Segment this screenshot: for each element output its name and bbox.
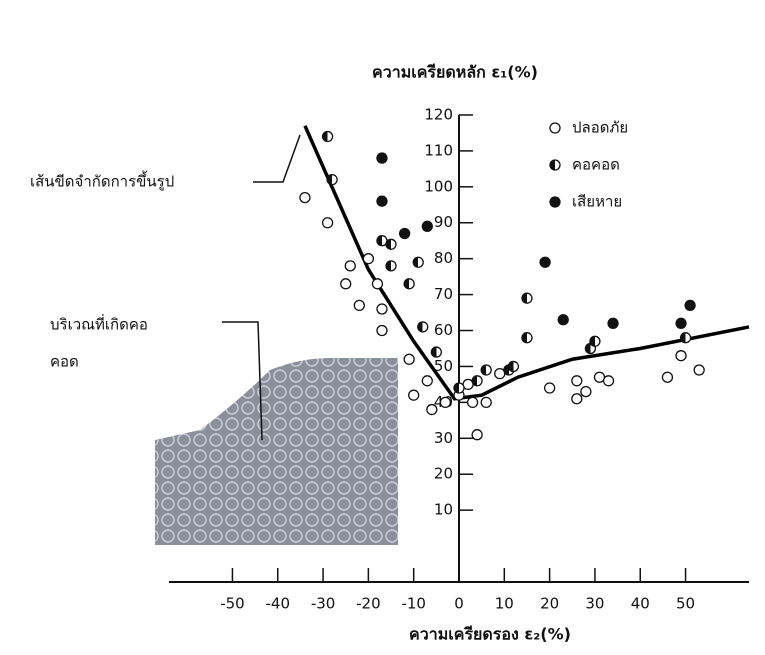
y-tick-label: 90	[434, 213, 453, 231]
point	[522, 333, 532, 343]
point	[522, 293, 532, 303]
x-tick-label: -40	[266, 595, 291, 613]
point	[404, 279, 414, 289]
point	[341, 279, 351, 289]
point	[418, 322, 428, 332]
x-tick-label: 0	[454, 595, 464, 613]
x-tick-label: 10	[495, 595, 514, 613]
point	[572, 394, 582, 404]
chart: ความเครียดหลัก ε₁(%) ความเครียดรอง ε₂(%)…	[0, 0, 765, 655]
y-tick-label: 120	[424, 105, 453, 123]
point	[386, 239, 396, 249]
legend-label: คอคอด	[572, 156, 620, 174]
legend-marker	[550, 123, 560, 133]
point	[685, 300, 695, 310]
inset-photo	[155, 358, 398, 545]
x-tick-label: 20	[540, 595, 559, 613]
point	[413, 257, 423, 267]
annotation: คอด	[50, 353, 79, 371]
point	[468, 397, 478, 407]
y-tick-label: 110	[424, 141, 453, 159]
point	[472, 430, 482, 440]
y-tick-label: 30	[434, 429, 453, 447]
point	[377, 153, 387, 163]
point	[323, 132, 333, 142]
point	[377, 196, 387, 206]
point	[409, 390, 419, 400]
x-tick-label: -10	[401, 595, 426, 613]
point	[440, 397, 450, 407]
y-tick-label: 70	[434, 285, 453, 303]
point	[386, 261, 396, 271]
x-tick-label: 30	[585, 595, 604, 613]
page: ความเครียดหลัก ε₁(%) ความเครียดรอง ε₂(%)…	[0, 0, 765, 655]
point	[472, 376, 482, 386]
point	[604, 376, 614, 386]
point	[481, 365, 491, 375]
x-axis-title: ความเครียดรอง ε₂(%)	[409, 625, 571, 644]
legend-label: เสียหาย	[572, 193, 622, 211]
x-tick-label: 50	[676, 595, 695, 613]
point	[431, 347, 441, 357]
point	[694, 365, 704, 375]
legend-marker	[550, 197, 560, 207]
point	[676, 318, 686, 328]
point	[608, 318, 618, 328]
point	[323, 218, 333, 228]
curve-label: เส้นขีดจำกัดการขึ้นรูป	[30, 171, 174, 191]
y-tick-label: 100	[424, 177, 453, 195]
point	[681, 333, 691, 343]
point	[427, 405, 437, 415]
point	[422, 221, 432, 231]
point	[540, 257, 550, 267]
point	[327, 175, 337, 185]
point	[545, 383, 555, 393]
x-tick-label: -20	[356, 595, 381, 613]
x-tick-label: 40	[631, 595, 650, 613]
y-axis-title: ความเครียดหลัก ε₁(%)	[372, 63, 538, 82]
point	[572, 376, 582, 386]
x-tick-label: -30	[311, 595, 336, 613]
point	[422, 376, 432, 386]
x-tick-label: -50	[220, 595, 245, 613]
point	[581, 387, 591, 397]
point	[377, 304, 387, 314]
point	[345, 261, 355, 271]
legend-label: ปลอดภัย	[572, 119, 628, 137]
point	[400, 229, 410, 239]
y-tick-label: 60	[434, 321, 453, 339]
point	[558, 315, 568, 325]
y-tick-label: 10	[434, 501, 453, 519]
annotation: บริเวณที่เกิดคอ	[50, 314, 148, 334]
point	[676, 351, 686, 361]
point	[590, 336, 600, 346]
point	[508, 361, 518, 371]
y-tick-label: 80	[434, 249, 453, 267]
point	[377, 326, 387, 336]
point	[354, 300, 364, 310]
legend-marker	[550, 160, 560, 170]
point	[662, 372, 672, 382]
point	[300, 193, 310, 203]
leader-line	[253, 135, 300, 182]
y-tick-label: 20	[434, 465, 453, 483]
point	[372, 279, 382, 289]
point	[363, 254, 373, 264]
point	[481, 397, 491, 407]
point	[454, 383, 464, 393]
point	[404, 354, 414, 364]
